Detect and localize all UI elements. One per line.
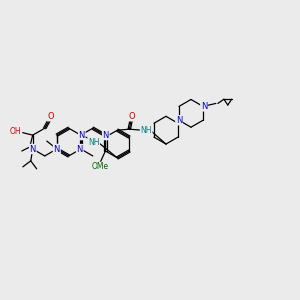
Text: O: O [47,112,54,121]
Text: N: N [79,130,85,140]
Text: N: N [29,145,36,154]
Text: OMe: OMe [92,162,109,171]
Text: N: N [103,130,109,140]
Text: NH: NH [140,126,152,135]
Text: N: N [76,145,83,154]
Text: OH: OH [10,127,22,136]
Text: N: N [201,102,207,111]
Text: N: N [176,116,182,125]
Text: N: N [54,145,60,154]
Text: O: O [129,112,136,121]
Text: NH: NH [88,138,99,147]
Text: N: N [54,145,60,154]
